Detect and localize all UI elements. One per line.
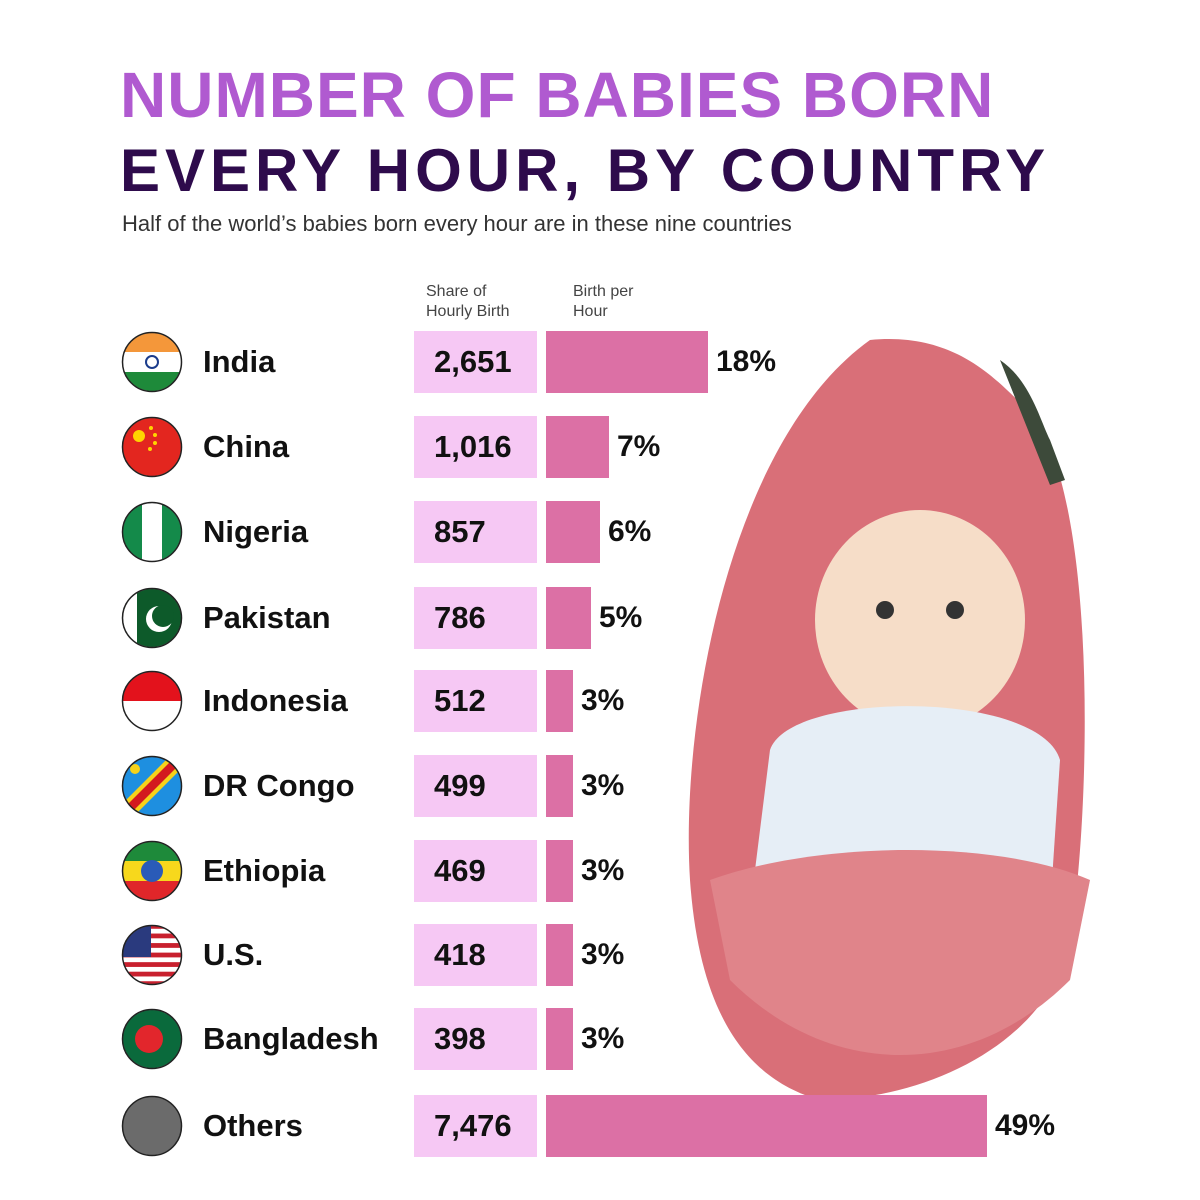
bar <box>546 416 609 478</box>
flag-icon <box>121 587 183 649</box>
country-label: India <box>203 344 276 379</box>
value-cell <box>414 755 537 817</box>
bar <box>546 670 573 732</box>
value-cell <box>414 416 537 478</box>
value-cell <box>414 670 537 732</box>
bar <box>546 1095 987 1157</box>
title: NUMBER OF BABIES BORN <box>120 59 995 131</box>
column-header: Birth per Hour <box>573 283 634 320</box>
value-cell <box>414 1008 537 1070</box>
value-cell <box>414 924 537 986</box>
bar-value-label: 7% <box>617 430 661 463</box>
bar-value-label: 3% <box>581 938 625 971</box>
flag-icon <box>121 840 183 902</box>
country-label: Others <box>203 1108 303 1143</box>
births-label: 1,016 <box>434 429 512 464</box>
country-label: Pakistan <box>203 600 331 635</box>
births-label: 469 <box>434 853 486 888</box>
births-label: 857 <box>434 514 486 549</box>
face <box>815 510 1025 730</box>
bar-value-label: 3% <box>581 854 625 887</box>
bar-value-label: 3% <box>581 1022 625 1055</box>
births-label: 7,476 <box>434 1108 512 1143</box>
bar <box>546 331 708 393</box>
country-label: Bangladesh <box>203 1021 379 1056</box>
births-label: 499 <box>434 768 486 803</box>
subtitle: Half of the world’s babies born every ho… <box>122 211 792 236</box>
country-label: Ethiopia <box>203 853 326 888</box>
baby-illustration <box>688 339 1090 1101</box>
blanket-fold <box>710 850 1090 1055</box>
flag-icon <box>121 924 183 986</box>
flag-icon <box>121 501 183 563</box>
country-label: Nigeria <box>203 514 309 549</box>
value-cell <box>414 501 537 563</box>
bar-value-label: 18% <box>716 345 777 378</box>
bar-value-label: 6% <box>608 515 652 548</box>
births-label: 512 <box>434 683 486 718</box>
bar <box>546 587 591 649</box>
bar <box>546 755 573 817</box>
country-label: Indonesia <box>203 683 348 718</box>
bar-value-label: 49% <box>995 1109 1056 1142</box>
flag-icon <box>121 1095 183 1157</box>
value-cell <box>414 1095 537 1157</box>
eye <box>946 601 964 619</box>
births-label: 786 <box>434 600 486 635</box>
country-label: U.S. <box>203 937 264 972</box>
bar-value-label: 3% <box>581 684 625 717</box>
country-label: DR Congo <box>203 768 355 803</box>
births-label: 418 <box>434 937 486 972</box>
flag-icon <box>121 416 183 478</box>
flag-icon <box>121 1008 183 1070</box>
flag-icon <box>121 670 183 732</box>
births-label: 2,651 <box>434 344 512 379</box>
bar <box>546 924 573 986</box>
value-cell <box>414 331 537 393</box>
eye <box>876 601 894 619</box>
column-header: Share of Hourly Birth <box>426 283 510 320</box>
tassel <box>1000 360 1065 485</box>
bar-value-label: 3% <box>581 769 625 802</box>
value-cell <box>414 840 537 902</box>
bar <box>546 1008 573 1070</box>
flag-icon <box>121 331 183 393</box>
value-cell <box>414 587 537 649</box>
flag-icon <box>121 755 183 817</box>
country-label: China <box>203 429 290 464</box>
bar <box>546 501 600 563</box>
births-label: 398 <box>434 1021 486 1056</box>
title-line-two: EVERY HOUR, BY COUNTRY <box>120 137 1051 204</box>
bar <box>546 840 573 902</box>
bar-value-label: 5% <box>599 601 643 634</box>
